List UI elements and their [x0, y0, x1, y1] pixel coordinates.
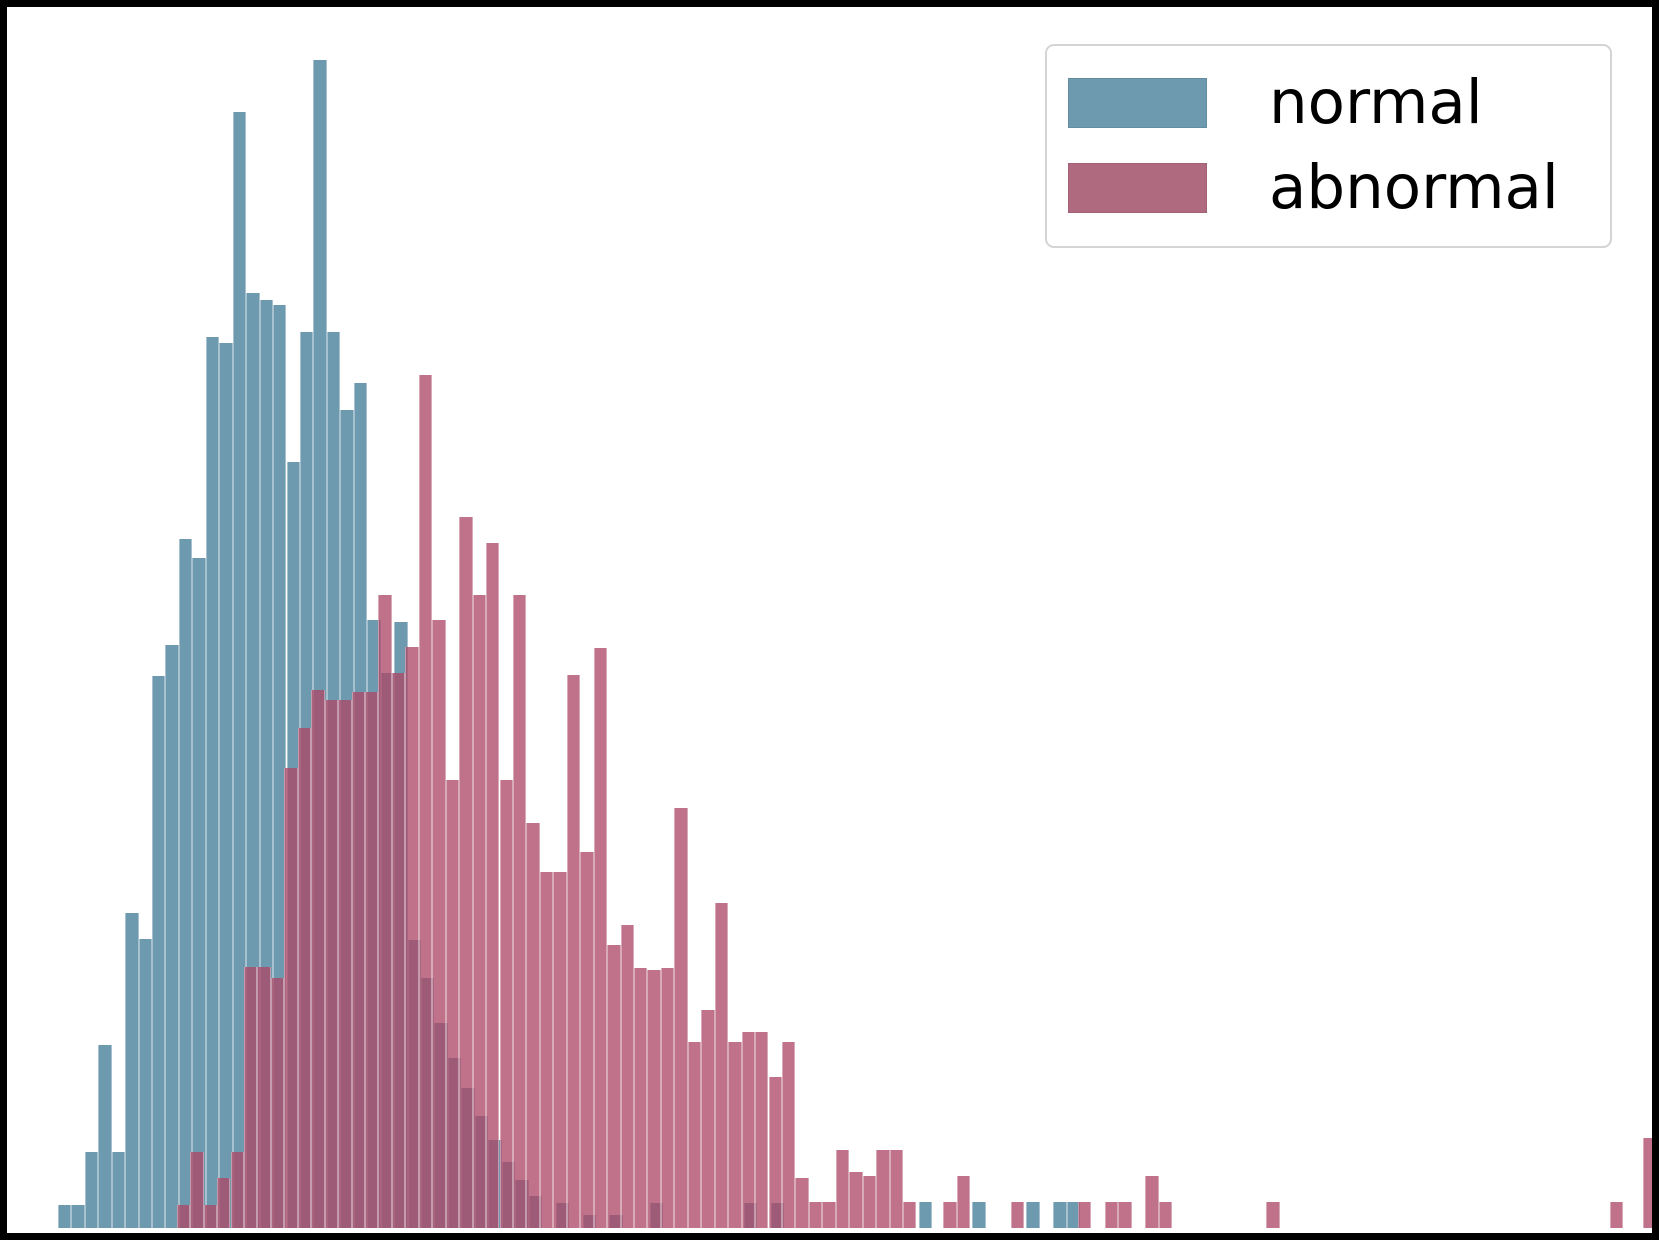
histogram-bar-abnormal	[445, 780, 460, 1228]
histogram-bar-abnormal	[728, 1042, 742, 1228]
histogram-bar-abnormal	[1010, 1202, 1025, 1228]
histogram-bar-abnormal	[499, 780, 513, 1228]
histogram-bar-abnormal	[781, 1042, 796, 1228]
histogram-bar-abnormal	[768, 1077, 782, 1228]
histogram-bar-normal	[84, 1152, 99, 1228]
histogram-bar-abnormal	[620, 925, 634, 1228]
legend-swatch-normal	[1068, 77, 1207, 128]
legend-swatch-abnormal	[1068, 162, 1207, 213]
histogram-bar-abnormal	[203, 1205, 218, 1228]
histogram-bar-abnormal	[1610, 1202, 1624, 1228]
histogram-bar-abnormal	[634, 968, 648, 1228]
histogram-bar-normal	[178, 539, 193, 1228]
histogram-bar-abnormal	[1145, 1176, 1159, 1228]
histogram-bar-abnormal	[849, 1172, 863, 1228]
histogram-bar-abnormal	[701, 1010, 715, 1228]
histogram-bar-abnormal	[822, 1202, 836, 1228]
histogram-bar-abnormal	[755, 1032, 769, 1228]
histogram-bar-normal	[125, 913, 139, 1228]
histogram-bar-abnormal	[217, 1178, 231, 1228]
histogram-bar-normal	[219, 343, 233, 1228]
legend-label-abnormal: abnormal	[1269, 152, 1559, 223]
histogram-bar-normal	[232, 112, 247, 1228]
histogram-bar-abnormal	[324, 700, 339, 1228]
histogram-bar-normal	[165, 645, 179, 1228]
histogram-bar-normal	[98, 1045, 112, 1228]
histogram-bar-abnormal	[365, 692, 379, 1228]
histogram-bar-abnormal	[795, 1178, 809, 1228]
histogram-bar-abnormal	[808, 1202, 823, 1228]
histogram-bar-abnormal	[687, 1042, 702, 1228]
histogram-bar-abnormal	[1642, 1138, 1657, 1228]
histogram-bar-abnormal	[378, 595, 392, 1228]
histogram-bar-abnormal	[190, 1152, 204, 1228]
histogram-bar-normal	[1026, 1202, 1040, 1228]
histogram-bar-abnormal	[486, 543, 500, 1228]
histogram-bar-abnormal	[243, 967, 258, 1228]
legend-item-abnormal: abnormal	[1047, 157, 1610, 218]
histogram-bar-normal	[972, 1202, 986, 1228]
histogram-bar-abnormal	[459, 517, 473, 1228]
histogram-bar-abnormal	[714, 903, 729, 1228]
histogram-bar-abnormal	[553, 872, 567, 1228]
histogram-bar-abnormal	[526, 823, 540, 1228]
legend-item-normal: normal	[1047, 72, 1610, 133]
plot-area	[7, 7, 1657, 1228]
histogram-bar-abnormal	[257, 967, 271, 1228]
histogram-bar-abnormal	[176, 1205, 191, 1228]
histogram-bar-normal	[205, 337, 220, 1228]
histogram-bar-abnormal	[1105, 1202, 1119, 1228]
histogram-bar-abnormal	[876, 1150, 890, 1228]
legend: normal abnormal	[1045, 44, 1612, 248]
histogram-bar-abnormal	[1078, 1202, 1092, 1228]
histogram-bar-abnormal	[741, 1032, 756, 1228]
histogram-bar-abnormal	[943, 1202, 957, 1228]
histogram-bar-normal	[57, 1205, 72, 1228]
series-layer-abnormal	[7, 7, 1657, 1228]
histogram-bar-normal	[111, 1152, 126, 1228]
histogram-bar-abnormal	[862, 1176, 877, 1228]
histogram-bar-abnormal	[311, 690, 325, 1228]
histogram-bar-abnormal	[351, 692, 365, 1228]
histogram-bar-abnormal	[284, 768, 298, 1228]
histogram-bar-abnormal	[391, 673, 406, 1228]
histogram-bar-normal	[138, 939, 152, 1228]
histogram-bar-normal	[1053, 1202, 1067, 1228]
histogram-bar-abnormal	[835, 1150, 850, 1228]
histogram-bar-abnormal	[1118, 1202, 1132, 1228]
histogram-bar-abnormal	[660, 968, 675, 1228]
histogram-bar-abnormal	[405, 647, 419, 1228]
histogram-bar-abnormal	[472, 595, 487, 1228]
legend-label-normal: normal	[1269, 67, 1483, 138]
histogram-bar-abnormal	[418, 375, 433, 1228]
histogram-bar-abnormal	[338, 700, 352, 1228]
histogram-bar-abnormal	[270, 978, 285, 1228]
histogram-bar-abnormal	[674, 808, 688, 1228]
histogram-bar-abnormal	[903, 1202, 917, 1228]
histogram-bar-abnormal	[512, 595, 527, 1228]
histogram-bar-abnormal	[956, 1176, 971, 1228]
histogram-bar-abnormal	[566, 675, 581, 1228]
histogram-bar-abnormal	[607, 945, 621, 1228]
histogram-bar-normal	[71, 1205, 85, 1228]
histogram-bar-abnormal	[647, 970, 661, 1228]
histogram-bar-abnormal	[593, 648, 608, 1228]
histogram-bar-abnormal	[580, 852, 594, 1228]
histogram-bar-normal	[918, 1202, 933, 1228]
histogram-bar-normal	[152, 676, 166, 1228]
histogram-bar-abnormal	[889, 1150, 903, 1228]
histogram-bar-abnormal	[432, 620, 446, 1228]
histogram-bar-normal	[192, 558, 206, 1228]
histogram-bar-abnormal	[297, 728, 312, 1228]
histogram-bar-abnormal	[539, 872, 554, 1228]
histogram-bar-abnormal	[230, 1152, 244, 1228]
histogram-bar-abnormal	[1266, 1202, 1280, 1228]
histogram-bar-abnormal	[1158, 1202, 1173, 1228]
